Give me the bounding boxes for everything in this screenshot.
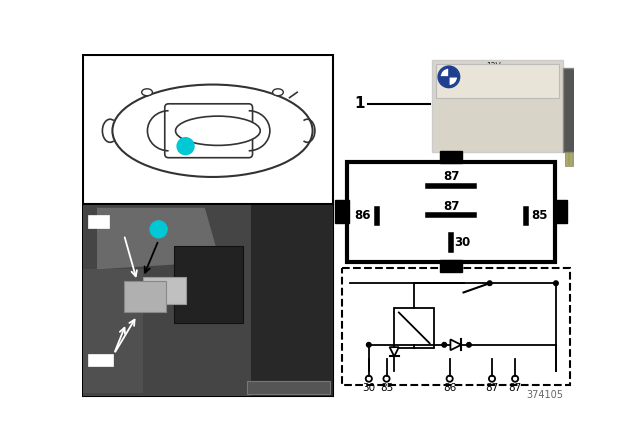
Bar: [440, 151, 462, 163]
Bar: [88, 215, 109, 228]
Circle shape: [467, 343, 471, 347]
Text: 87: 87: [443, 200, 460, 213]
Bar: [569, 152, 572, 166]
Bar: [83, 55, 333, 204]
Polygon shape: [390, 347, 399, 356]
Text: 1: 1: [155, 224, 163, 234]
Circle shape: [554, 281, 558, 285]
Bar: [440, 260, 462, 272]
Bar: [335, 200, 349, 223]
Bar: [563, 68, 580, 152]
Bar: [143, 277, 186, 304]
Text: 87: 87: [443, 170, 460, 184]
Text: 86: 86: [443, 383, 456, 393]
Text: X56: X56: [88, 355, 112, 365]
Text: 30: 30: [454, 236, 471, 249]
Bar: [565, 152, 568, 166]
Circle shape: [438, 66, 460, 88]
Text: 1: 1: [182, 141, 189, 151]
Bar: [432, 60, 563, 152]
Bar: [436, 64, 559, 99]
Bar: [577, 152, 580, 166]
Bar: [83, 206, 333, 396]
Text: 1: 1: [355, 96, 365, 111]
Circle shape: [150, 221, 167, 238]
Circle shape: [442, 343, 447, 347]
Polygon shape: [83, 269, 143, 392]
Ellipse shape: [141, 89, 152, 96]
Bar: [554, 200, 568, 223]
Text: 85: 85: [531, 209, 548, 222]
Bar: [342, 268, 570, 385]
Bar: [174, 246, 243, 323]
Bar: [88, 354, 113, 366]
Polygon shape: [451, 340, 461, 350]
Text: 87: 87: [485, 383, 499, 393]
Circle shape: [488, 281, 492, 285]
Bar: [247, 381, 330, 394]
Ellipse shape: [175, 116, 260, 146]
Bar: [83, 206, 333, 396]
Circle shape: [367, 343, 371, 347]
Text: 85: 85: [380, 383, 393, 393]
Text: 30: 30: [362, 383, 376, 393]
Text: 87: 87: [509, 383, 522, 393]
Bar: [394, 308, 435, 348]
Wedge shape: [440, 77, 449, 86]
Text: Tyco
Electronics: Tyco Electronics: [476, 79, 511, 90]
Text: K2: K2: [90, 217, 107, 227]
Ellipse shape: [273, 89, 284, 96]
Bar: [348, 162, 555, 262]
Text: 86: 86: [355, 209, 371, 222]
FancyBboxPatch shape: [164, 104, 253, 158]
Ellipse shape: [113, 85, 312, 177]
Bar: [251, 206, 333, 396]
Bar: [124, 281, 166, 312]
Wedge shape: [449, 68, 458, 77]
Circle shape: [440, 68, 458, 86]
Text: 325150: 325150: [266, 382, 312, 392]
Text: 12V
1-700: 12V 1-700: [483, 62, 504, 81]
Text: 374105: 374105: [526, 390, 563, 400]
Circle shape: [177, 138, 194, 155]
Polygon shape: [97, 208, 220, 269]
Bar: [573, 152, 576, 166]
